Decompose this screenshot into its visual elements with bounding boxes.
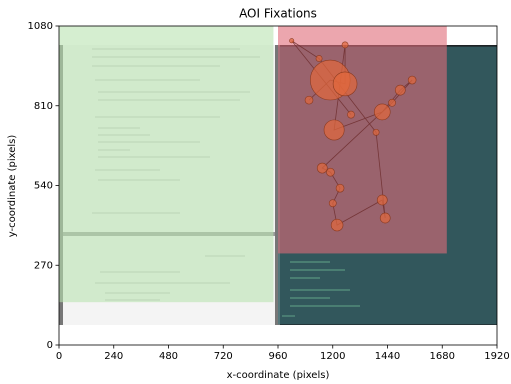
x-tick-label: 1200 [320, 351, 345, 362]
x-tick-label: 480 [159, 351, 178, 362]
fixation [408, 76, 416, 84]
fixation [342, 42, 348, 48]
x-tick-label: 0 [56, 351, 62, 362]
y-tick-label: 0 [47, 340, 53, 351]
x-tick-label: 240 [104, 351, 123, 362]
x-tick-label: 720 [214, 351, 233, 362]
fixation [326, 168, 334, 176]
fixation [380, 213, 390, 223]
y-tick-label: 540 [34, 181, 53, 192]
fixation [317, 163, 327, 173]
fixation [336, 184, 344, 192]
aoi-region [278, 26, 447, 253]
chart-title: AOI Fixations [239, 7, 317, 21]
chart: AOI Fixations x-coordinate (pixels) y-co… [0, 0, 511, 384]
x-tick-label: 1680 [430, 351, 455, 362]
fixation [333, 72, 357, 96]
fixation [324, 120, 344, 140]
x-axis-label: x-coordinate (pixels) [227, 370, 330, 381]
y-tick-label: 810 [34, 101, 53, 112]
y-tick-label: 1080 [28, 21, 53, 32]
x-tick-label: 960 [268, 351, 287, 362]
y-tick-label: 270 [34, 260, 53, 271]
fixation [329, 200, 336, 207]
x-tick-label: 1920 [484, 351, 509, 362]
fixation [305, 96, 313, 104]
x-tick-label: 1440 [375, 351, 400, 362]
y-axis-label: y-coordinate (pixels) [7, 135, 18, 238]
fixation [373, 129, 379, 135]
fixation [290, 39, 294, 43]
fixation [374, 104, 390, 120]
fixation [395, 85, 405, 95]
fixation [347, 111, 354, 118]
aoi-region [59, 26, 273, 302]
fixation [377, 195, 387, 205]
fixation [316, 55, 322, 61]
fixation [388, 99, 395, 106]
fixation [331, 219, 343, 231]
